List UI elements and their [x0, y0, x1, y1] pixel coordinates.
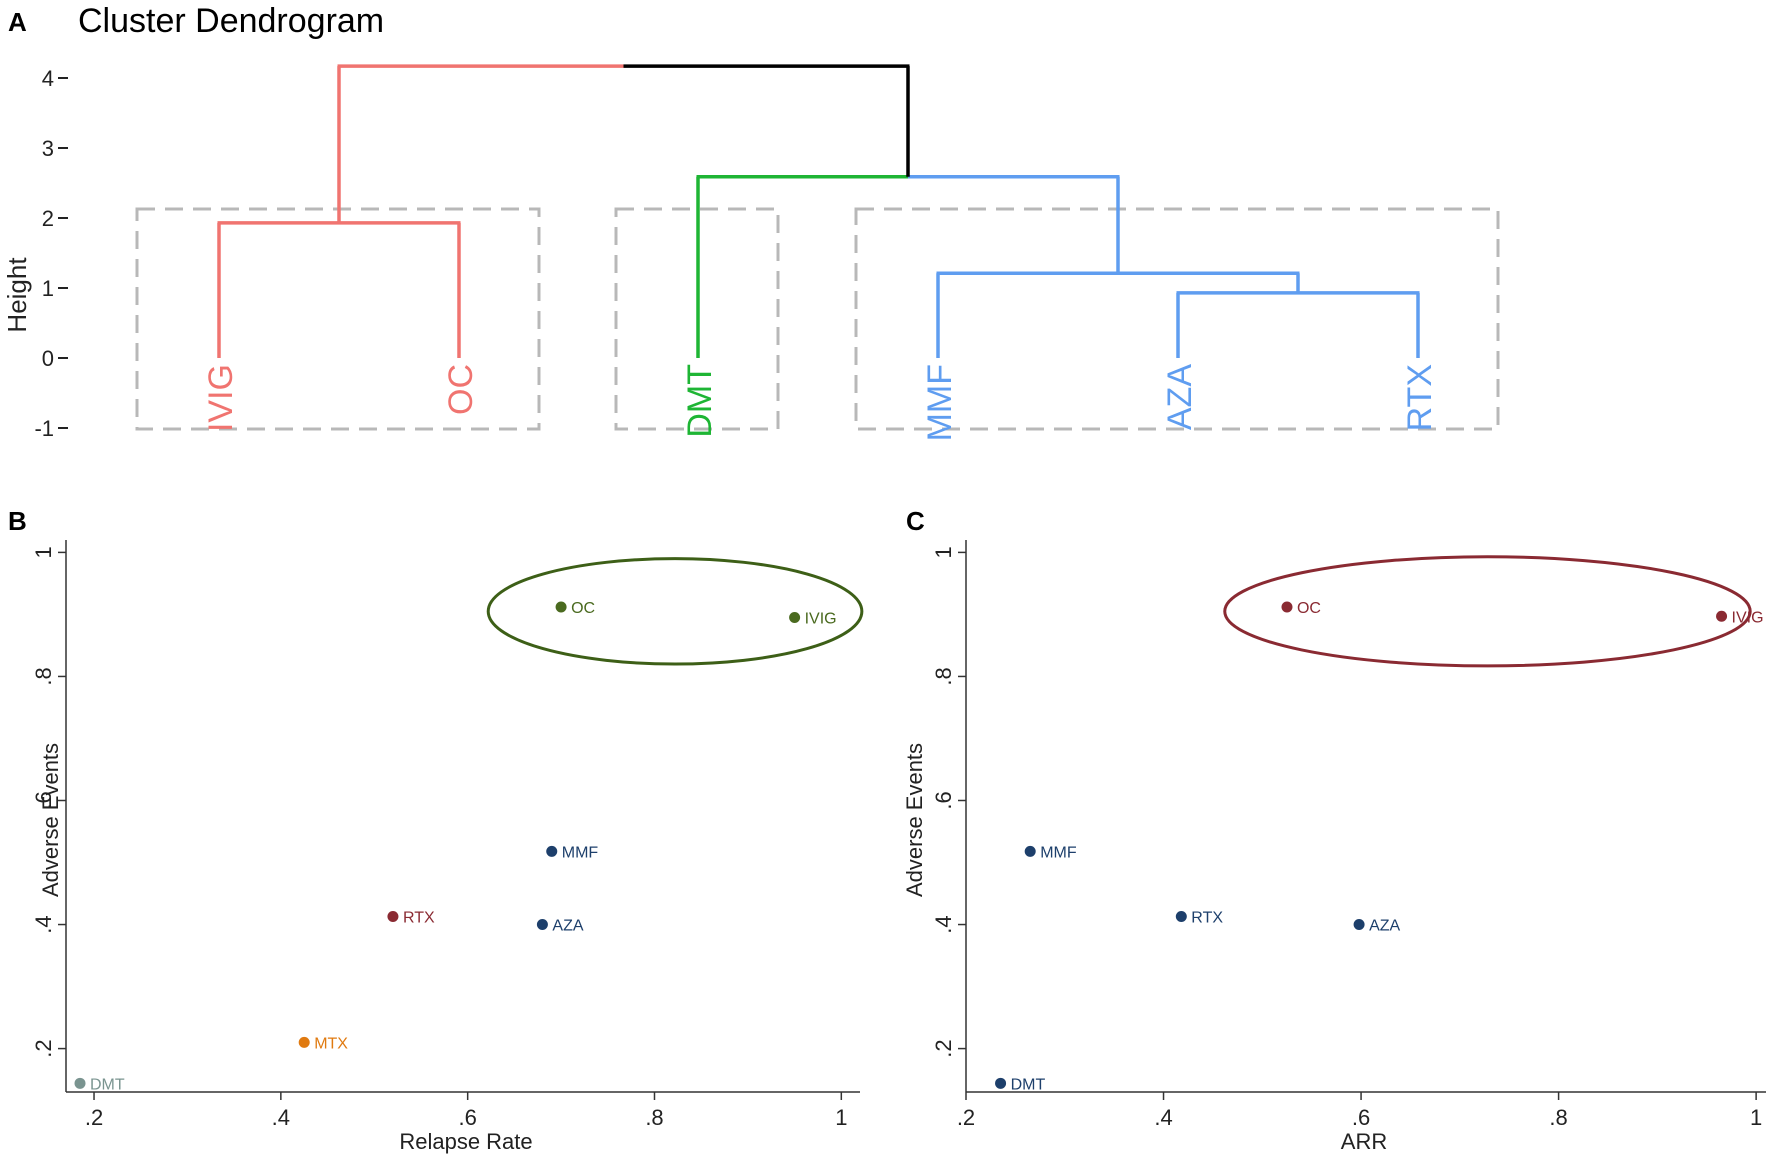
leaf-label: AZA: [1161, 364, 1199, 430]
scatter-b-y-label: Adverse Events: [38, 743, 63, 897]
x-tick-label: .8: [645, 1105, 663, 1130]
data-point: [1024, 845, 1036, 857]
leaf-label: MMF: [921, 364, 959, 441]
data-point: [1175, 910, 1187, 922]
data-point-label: MMF: [1040, 844, 1077, 861]
data-point-label: OC: [1297, 600, 1321, 617]
data-point-label: RTX: [1191, 909, 1223, 926]
y-tick-label: .6: [931, 791, 956, 809]
panel-letter-a: A: [8, 7, 27, 37]
cluster-ellipse: [1223, 555, 1752, 668]
panel-letter-b: B: [8, 506, 27, 536]
y-tick-label: 2: [42, 206, 54, 231]
data-point: [536, 919, 548, 931]
y-tick-label: .4: [931, 915, 956, 933]
data-point: [74, 1077, 86, 1089]
data-point: [1281, 601, 1293, 613]
y-tick-label: .2: [31, 1039, 56, 1057]
scatter-panel-b: B Relapse Rate Adverse Events .2 .4 .6 .8 1.…: [8, 506, 864, 1154]
data-point-label: DMT: [1011, 1076, 1046, 1093]
y-tick-label: .6: [31, 791, 56, 809]
scatter-b-x-label: Relapse Rate: [399, 1129, 532, 1154]
data-point-label: IVIG: [1732, 609, 1764, 626]
x-tick-label: .2: [85, 1105, 103, 1130]
x-tick-label: 1: [835, 1105, 847, 1130]
leaf-label: OC: [442, 364, 480, 415]
data-point-label: AZA: [1369, 918, 1400, 935]
dendrogram-panel: A Cluster Dendrogram Height 4 3 2 1 0 -1 IVIG…: [2, 2, 1500, 442]
x-tick-label: .6: [458, 1105, 476, 1130]
y-tick-label: .4: [31, 915, 56, 933]
leaf-label: DMT: [681, 364, 719, 438]
data-point: [298, 1036, 310, 1048]
data-point-label: IVIG: [805, 611, 837, 628]
scatter-c-plot: .2 .4 .6 .8 1 .2 .4 .6 .8 1 OC IVIG MMF RTX AZA DMT: [931, 540, 1766, 1130]
y-tick-label: 1: [42, 276, 54, 301]
y-tick-label: .8: [931, 667, 956, 685]
scatter-panel-c: C ARR Adverse Events .2 .4 .6 .8 1 .2 .4 .6 .8 1 O…: [902, 506, 1766, 1154]
dendrogram-leaves: IVIG OC DMT MMF AZA RTX: [202, 364, 1439, 442]
dendrogram-y-axis: 4 3 2 1 0 -1: [34, 66, 69, 441]
dendrogram-y-label: Height: [2, 257, 32, 333]
x-tick-label: 1: [1750, 1105, 1762, 1130]
y-tick-label: 1: [31, 546, 56, 558]
data-point: [1353, 919, 1365, 931]
dendrogram-title: Cluster Dendrogram: [78, 2, 384, 40]
scatter-b-plot: .2 .4 .6 .8 1 .2 .4 .6 .8 1 OC IVIG MMF RTX AZA MTX DMT: [31, 540, 864, 1130]
data-point: [387, 910, 399, 922]
y-tick-label: 1: [931, 546, 956, 558]
y-tick-label: -1: [34, 416, 54, 441]
data-point: [995, 1077, 1007, 1089]
x-tick-label: .2: [957, 1105, 975, 1130]
leaf-label: RTX: [1401, 364, 1439, 431]
cluster-box: [614, 207, 780, 431]
cluster-box: [854, 207, 1500, 431]
leaf-label: IVIG: [202, 364, 240, 432]
scatter-c-y-label: Adverse Events: [902, 743, 927, 897]
data-point-label: MMF: [562, 844, 599, 861]
panel-letter-c: C: [906, 506, 925, 536]
data-point-label: DMT: [90, 1076, 125, 1093]
data-point: [789, 612, 801, 624]
data-point: [1716, 610, 1728, 622]
cluster-ellipse: [486, 557, 864, 666]
data-point-label: MTX: [314, 1035, 348, 1052]
cluster-boxes: [135, 207, 1500, 431]
dendrogram-links: [217, 64, 1420, 358]
data-point: [546, 845, 558, 857]
x-tick-label: .6: [1352, 1105, 1370, 1130]
data-point-label: OC: [571, 600, 595, 617]
y-tick-label: 3: [42, 136, 54, 161]
y-tick-label: 4: [42, 66, 54, 91]
x-tick-label: .4: [1154, 1105, 1172, 1130]
data-point-label: RTX: [403, 909, 435, 926]
data-point: [555, 601, 567, 613]
y-tick-label: .2: [931, 1039, 956, 1057]
x-tick-label: .4: [272, 1105, 290, 1130]
x-tick-label: .8: [1549, 1105, 1567, 1130]
y-tick-label: 0: [42, 346, 54, 371]
data-point-label: AZA: [552, 918, 583, 935]
y-tick-label: .8: [31, 667, 56, 685]
scatter-c-x-label: ARR: [1341, 1129, 1387, 1154]
